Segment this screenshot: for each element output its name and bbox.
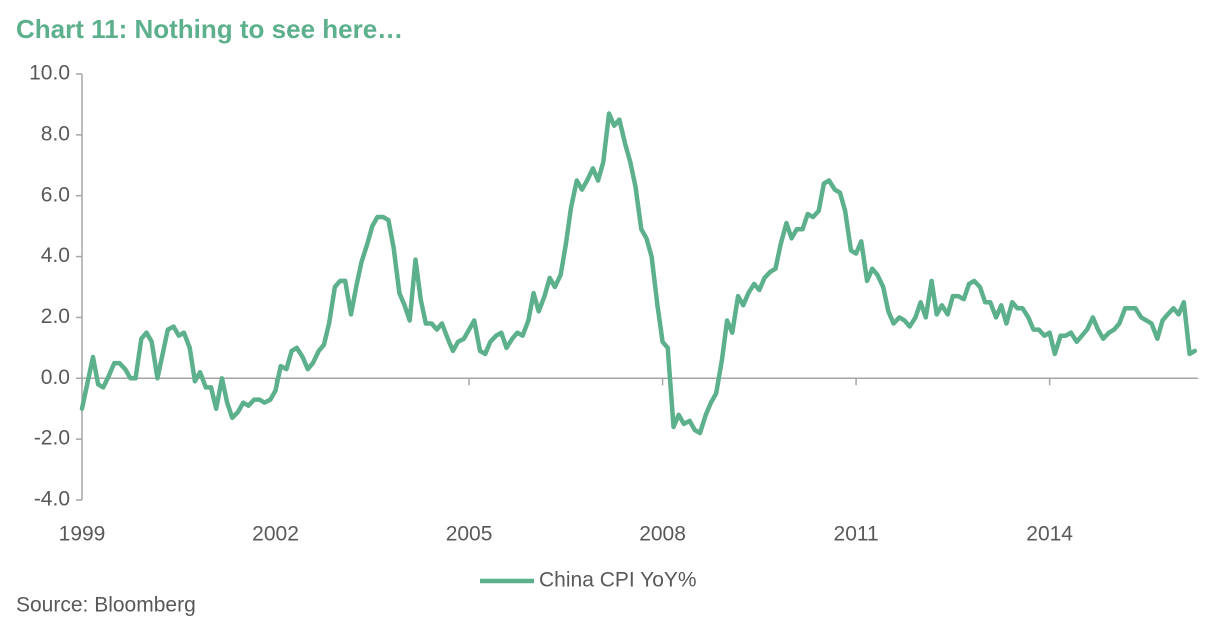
y-tick-label: 10.0 [29, 62, 70, 85]
y-tick-label: -2.0 [34, 427, 70, 450]
x-tick-label: 2011 [834, 523, 879, 546]
x-tick-label: 2002 [252, 523, 299, 546]
y-tick-label: -4.0 [34, 488, 70, 511]
chart-title: Chart 11: Nothing to see here… [16, 14, 403, 44]
legend-label: China CPI YoY% [539, 569, 697, 592]
y-tick-label: 2.0 [41, 305, 70, 328]
y-tick-label: 0.0 [41, 366, 70, 389]
y-tick-label: 8.0 [41, 122, 70, 145]
x-tick-label: 2008 [639, 523, 686, 546]
source-note: Source: Bloomberg [16, 594, 196, 617]
x-tick-label: 2014 [1026, 523, 1073, 546]
y-tick-label: 6.0 [41, 183, 70, 206]
y-tick-label: 4.0 [41, 244, 70, 267]
data-line [79, 111, 1198, 436]
x-tick-label: 1999 [59, 523, 106, 546]
x-tick-label: 2005 [446, 523, 493, 546]
